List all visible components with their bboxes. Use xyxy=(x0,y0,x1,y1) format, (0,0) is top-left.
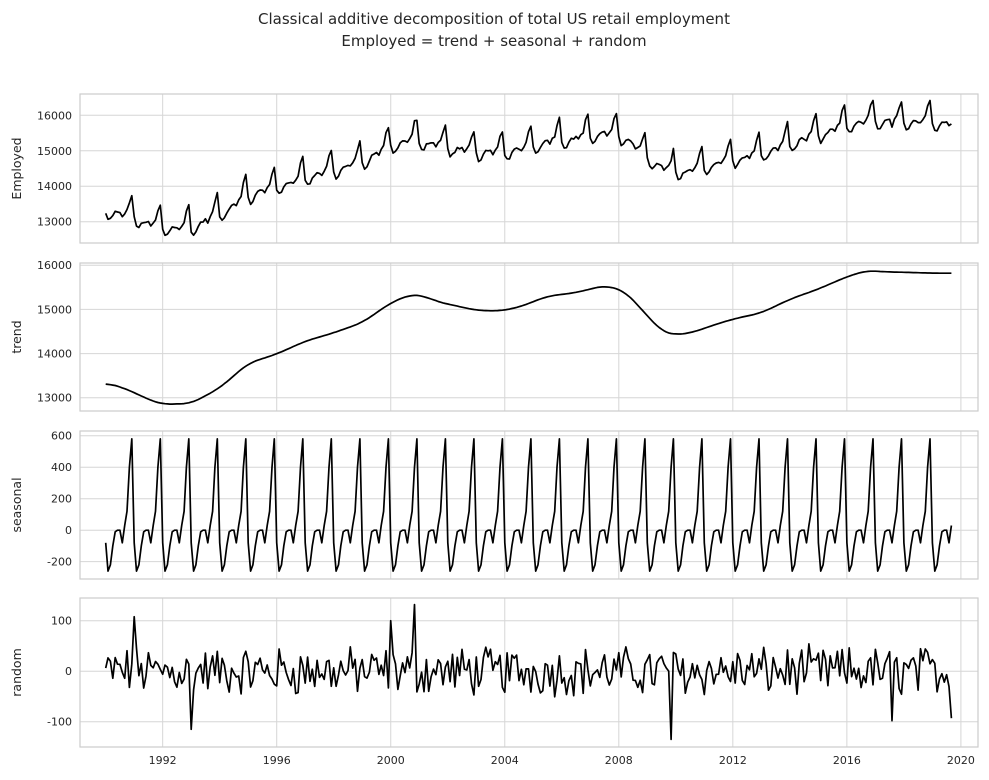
figure-title: Classical additive decomposition of tota… xyxy=(258,10,730,28)
panel-employed: 13000 14000 15000 16000 Employed xyxy=(9,93,979,244)
y-tick-label: 400 xyxy=(51,461,72,474)
x-tick-label: 1996 xyxy=(263,754,291,767)
panel-seasonal: -200 0 200 400 600 seasonal xyxy=(9,430,979,580)
y-axis-label: random xyxy=(9,648,24,696)
y-tick-label: 0 xyxy=(65,524,72,537)
figure-subtitle: Employed = trend + seasonal + random xyxy=(341,32,646,50)
x-tick-label: 2012 xyxy=(719,754,747,767)
panel-frame xyxy=(79,597,979,748)
series-line-seasonal xyxy=(104,438,953,572)
y-tick-label: 13000 xyxy=(37,392,72,405)
y-tick-label: 14000 xyxy=(37,348,72,361)
x-tick-label: 2008 xyxy=(605,754,633,767)
panel-frame xyxy=(79,262,979,412)
y-tick-label: 16000 xyxy=(37,109,72,122)
y-tick-label: -100 xyxy=(47,716,72,729)
series-line-employed xyxy=(104,99,952,237)
x-tick-label: 1992 xyxy=(149,754,177,767)
panel-frame xyxy=(79,430,979,580)
y-tick-label: 15000 xyxy=(37,303,72,316)
y-tick-label: 200 xyxy=(51,493,72,506)
y-tick-label: 14000 xyxy=(37,180,72,193)
y-tick-label: -200 xyxy=(47,556,72,569)
panel-trend: 13000 14000 15000 16000 trend xyxy=(9,259,979,412)
y-tick-label: 13000 xyxy=(37,216,72,229)
y-axis-label: seasonal xyxy=(9,477,24,532)
y-tick-label: 15000 xyxy=(37,145,72,158)
x-tick-label: 2000 xyxy=(377,754,405,767)
y-tick-label: 100 xyxy=(51,615,72,628)
panel-frame xyxy=(79,93,979,244)
series-line-random xyxy=(104,603,953,741)
y-tick-label: 600 xyxy=(51,430,72,443)
panel-random: -100 0 100 random 1992 1996 2000 2004 2008 2012 20… xyxy=(9,597,979,767)
series-line-trend xyxy=(105,270,952,405)
y-tick-label: 16000 xyxy=(37,259,72,272)
y-axis-label: Employed xyxy=(9,137,24,199)
x-tick-label: 2004 xyxy=(491,754,519,767)
y-axis-label: trend xyxy=(9,320,24,353)
x-tick-label: 2016 xyxy=(833,754,861,767)
y-tick-label: 0 xyxy=(65,665,72,678)
x-tick-label: 2020 xyxy=(947,754,975,767)
